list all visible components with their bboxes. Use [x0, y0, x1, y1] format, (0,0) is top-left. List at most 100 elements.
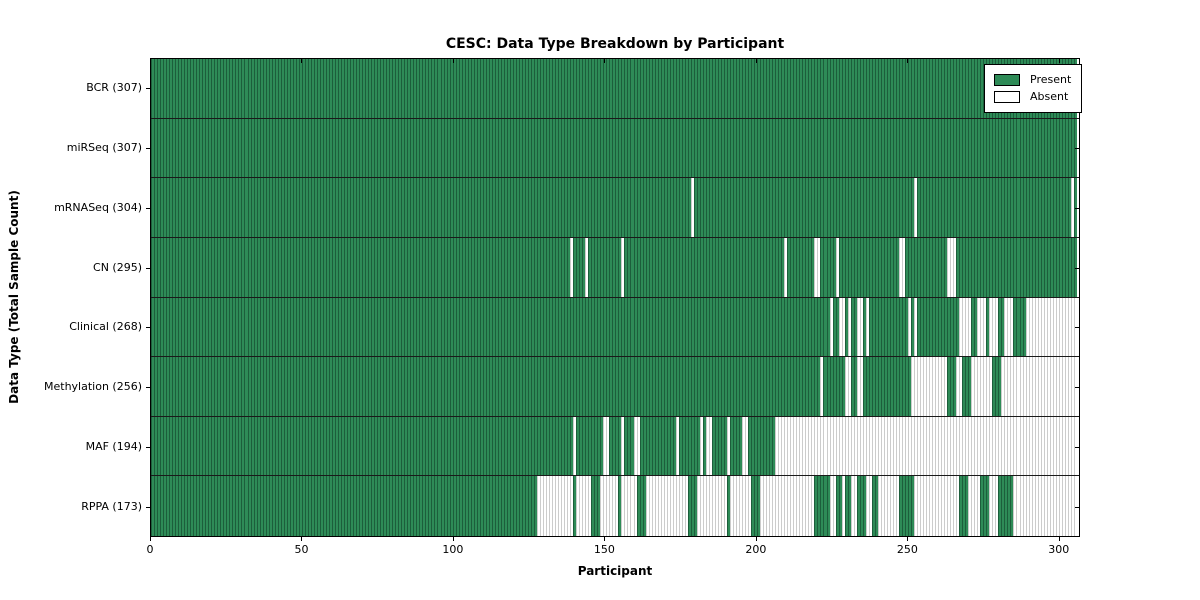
participant-cell [485, 59, 489, 118]
participant-cell [521, 357, 525, 416]
participant-cell [395, 297, 399, 357]
participant-cell [594, 59, 598, 118]
participant-cell [977, 237, 981, 297]
participant-cell [1070, 178, 1074, 237]
participant-cell [199, 416, 203, 476]
participant-cell [793, 416, 797, 476]
participant-cell [808, 476, 812, 536]
participant-cell [181, 357, 185, 416]
participant-cell [515, 476, 519, 536]
participant-cell [533, 118, 537, 178]
participant-cell [410, 118, 414, 178]
participant-cell [328, 237, 332, 297]
participant-cell [247, 416, 251, 476]
participant-cell [479, 178, 483, 237]
participant-cell [476, 297, 480, 357]
participant-cell [328, 59, 332, 118]
participant-cell [561, 59, 565, 118]
participant-cell [621, 237, 625, 297]
participant-cell [781, 118, 785, 178]
participant-cell [1010, 118, 1014, 178]
participant-cell [675, 357, 679, 416]
participant-cell [886, 416, 890, 476]
participant-cell [166, 357, 170, 416]
participant-cell [208, 297, 212, 357]
participant-cell [422, 476, 426, 536]
participant-cell [814, 118, 818, 178]
participant-cell [473, 178, 477, 237]
participant-cell [880, 416, 884, 476]
participant-cell [1043, 297, 1047, 357]
participant-cell [247, 178, 251, 237]
participant-cell [591, 178, 595, 237]
participant-cell [286, 118, 290, 178]
participant-cell [835, 416, 839, 476]
participant-cell [726, 476, 730, 536]
participant-cell [265, 118, 269, 178]
participant-cell [675, 118, 679, 178]
participant-cell [452, 297, 456, 357]
participant-cell [238, 178, 242, 237]
participant-cell [540, 357, 544, 416]
participant-cell [850, 178, 854, 237]
participant-cell [989, 237, 993, 297]
participant-cell [190, 118, 194, 178]
participant-cell [319, 297, 323, 357]
participant-cell [989, 118, 993, 178]
participant-cell [678, 59, 682, 118]
participant-cell [603, 416, 607, 476]
participant-cell [950, 178, 954, 237]
participant-cell [238, 59, 242, 118]
participant-cell [530, 476, 534, 536]
participant-cell [645, 178, 649, 237]
participant-cell [452, 118, 456, 178]
participant-cell [512, 357, 516, 416]
participant-cell [947, 297, 951, 357]
participant-cell [675, 178, 679, 237]
participant-cell [624, 178, 628, 237]
participant-cell [603, 118, 607, 178]
participant-cell [253, 237, 257, 297]
participant-cell [636, 118, 640, 178]
participant-cell [494, 476, 498, 536]
participant-cell [422, 297, 426, 357]
participant-cell [410, 476, 414, 536]
participant-cell [271, 416, 275, 476]
participant-cell [663, 118, 667, 178]
participant-cell [603, 178, 607, 237]
participant-cell [543, 118, 547, 178]
participant-cell [600, 118, 604, 178]
participant-cell [500, 476, 504, 536]
participant-cell [874, 357, 878, 416]
participant-cell [1055, 237, 1059, 297]
participant-cell [419, 297, 423, 357]
participant-cell [947, 118, 951, 178]
participant-cell [693, 178, 697, 237]
participant-cell [211, 297, 215, 357]
participant-cell [570, 118, 574, 178]
participant-cell [1016, 416, 1020, 476]
participant-cell [935, 416, 939, 476]
participant-cell [805, 297, 809, 357]
participant-cell [1016, 118, 1020, 178]
participant-cell [392, 357, 396, 416]
participant-cell [1064, 178, 1068, 237]
participant-cell [217, 416, 221, 476]
participant-cell [413, 416, 417, 476]
participant-cell [898, 297, 902, 357]
participant-cell [377, 118, 381, 178]
participant-cell [781, 357, 785, 416]
participant-cell [211, 476, 215, 536]
participant-cell [720, 297, 724, 357]
participant-cell [283, 297, 287, 357]
participant-cell [274, 476, 278, 536]
participant-cell [344, 416, 348, 476]
participant-cell [1064, 118, 1068, 178]
participant-cell [790, 476, 794, 536]
participant-cell [983, 476, 987, 536]
participant-cell [766, 416, 770, 476]
participant-cell [443, 237, 447, 297]
participant-cell [205, 297, 209, 357]
participant-cell [787, 118, 791, 178]
participant-cell [663, 59, 667, 118]
